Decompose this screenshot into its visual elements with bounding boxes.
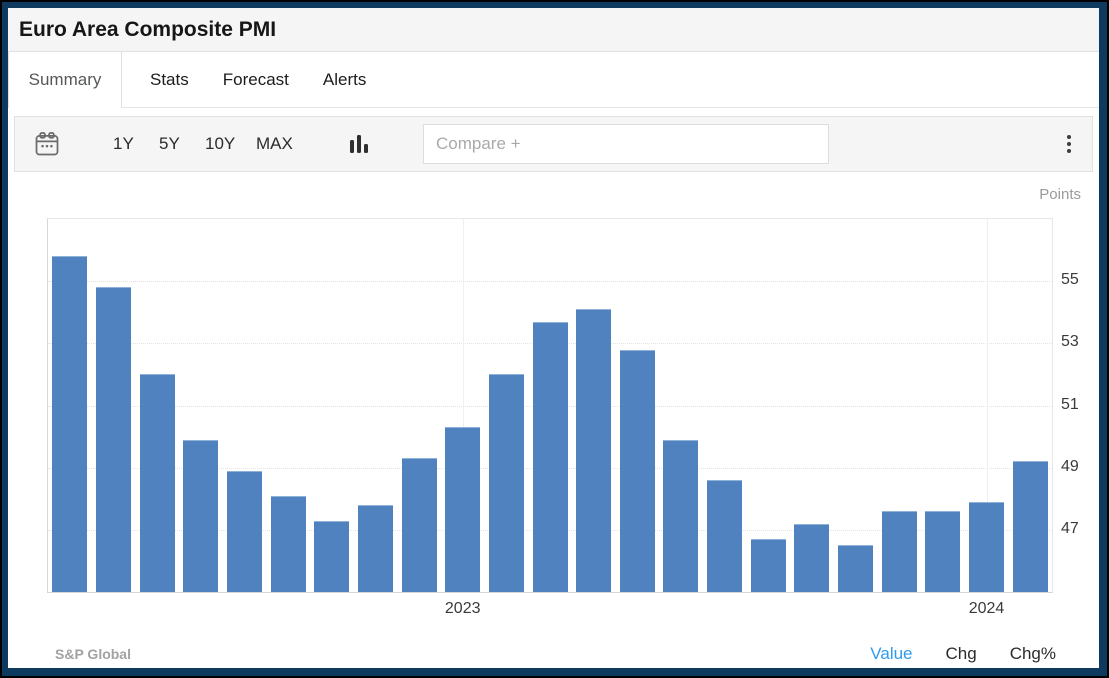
y-axis-tick-label: 49	[1061, 457, 1079, 475]
bar-2023-11[interactable]	[881, 511, 917, 592]
bar-2022-10[interactable]	[314, 520, 350, 592]
bar-2022-04[interactable]	[52, 256, 88, 592]
plot-area: 2023 2024	[47, 218, 1053, 617]
compare-input[interactable]	[423, 124, 829, 164]
y-axis-tick-label: 47	[1061, 519, 1079, 537]
bar-2023-02[interactable]	[488, 374, 524, 592]
kebab-menu-icon[interactable]	[1067, 135, 1071, 153]
bar-2022-09[interactable]	[270, 495, 306, 592]
bar-2023-08[interactable]	[750, 539, 786, 592]
bar-2022-06[interactable]	[139, 374, 175, 592]
bar-2023-07[interactable]	[707, 480, 743, 592]
chg-link[interactable]: Chg	[945, 644, 977, 663]
bar-2022-07[interactable]	[183, 439, 219, 592]
source-attribution: S&P Global	[55, 646, 131, 662]
bar-2023-01[interactable]	[445, 427, 481, 592]
bar-2023-05[interactable]	[619, 349, 655, 592]
x-axis-tick-label: 2024	[968, 600, 1005, 617]
gridline-vertical	[986, 219, 988, 592]
bar-2022-12[interactable]	[401, 458, 437, 592]
range-button-5y[interactable]: 5Y	[159, 134, 180, 153]
page-title: Euro Area Composite PMI	[19, 18, 277, 41]
range-button-1y[interactable]: 1Y	[113, 134, 134, 153]
range-button-max[interactable]: MAX	[256, 134, 293, 153]
bar-2023-06[interactable]	[663, 439, 699, 592]
bar-2023-03[interactable]	[532, 321, 568, 592]
bar-2022-05[interactable]	[95, 287, 131, 592]
y-axis-tick-label: 55	[1061, 271, 1079, 289]
bar-2023-12[interactable]	[925, 511, 961, 592]
x-axis-tick-label: 2023	[444, 600, 481, 617]
calendar-icon[interactable]	[33, 130, 61, 158]
range-button-10y[interactable]: 10Y	[205, 134, 236, 153]
gridline-horizontal	[48, 281, 1052, 283]
bar-2023-04[interactable]	[576, 309, 612, 592]
gridline-vertical	[462, 219, 464, 592]
tab-bar: Summary Stats Forecast Alerts	[8, 52, 1099, 108]
tab-forecast[interactable]: Forecast	[222, 69, 289, 89]
y-axis-labels: 47 49 51 53 55	[1061, 218, 1099, 593]
bar-2023-10[interactable]	[838, 545, 874, 592]
y-axis-tick-label: 51	[1061, 395, 1079, 413]
bar-2023-09[interactable]	[794, 523, 830, 592]
chg-pct-link[interactable]: Chg%	[1009, 644, 1056, 663]
y-axis-unit-label: Points	[1039, 186, 1081, 203]
bar-2024-01[interactable]	[969, 501, 1005, 592]
tab-stats[interactable]: Stats	[150, 69, 189, 89]
widget-content: Euro Area Composite PMI Summary Stats Fo…	[8, 8, 1099, 668]
value-link[interactable]: Value	[870, 644, 913, 663]
footer-links: Value Chg Chg%	[870, 644, 1056, 664]
title-bar: Euro Area Composite PMI	[8, 8, 1099, 52]
bar-2022-08[interactable]	[226, 470, 262, 592]
bar-chart-type-icon[interactable]	[349, 133, 369, 155]
chart-toolbar: 1Y 5Y 10Y MAX	[14, 116, 1093, 172]
y-axis-tick-label: 53	[1061, 333, 1079, 351]
bar-2024-02[interactable]	[1012, 461, 1048, 592]
tab-alerts[interactable]: Alerts	[322, 69, 367, 89]
bar-2022-11[interactable]	[357, 504, 393, 592]
tab-summary[interactable]: Summary	[8, 52, 122, 108]
